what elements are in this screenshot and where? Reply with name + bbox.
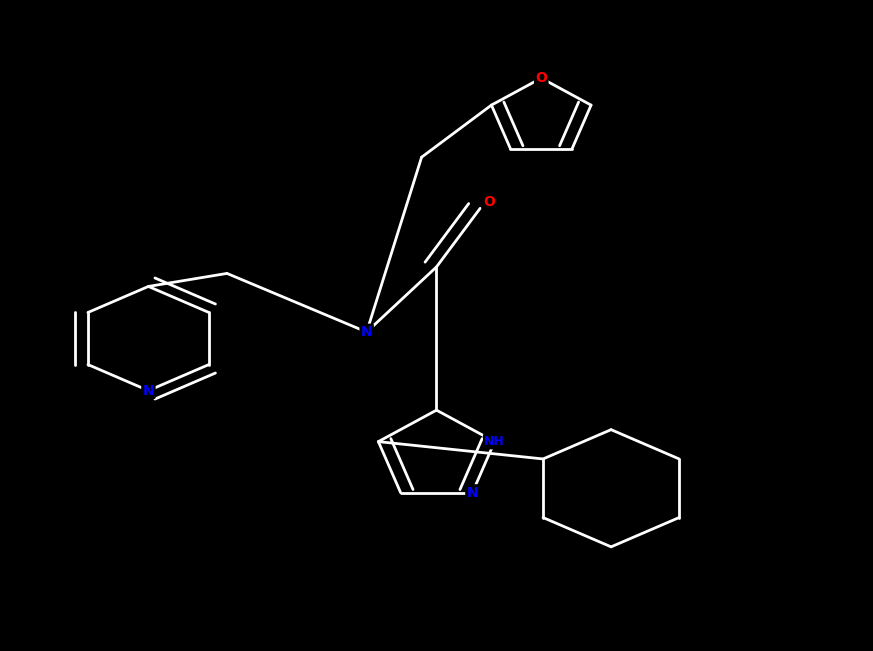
Text: O: O: [483, 195, 495, 209]
Text: NH: NH: [485, 435, 505, 448]
Text: O: O: [535, 71, 547, 85]
Text: N: N: [361, 325, 373, 339]
Text: N: N: [142, 383, 155, 398]
Text: N: N: [466, 486, 478, 499]
